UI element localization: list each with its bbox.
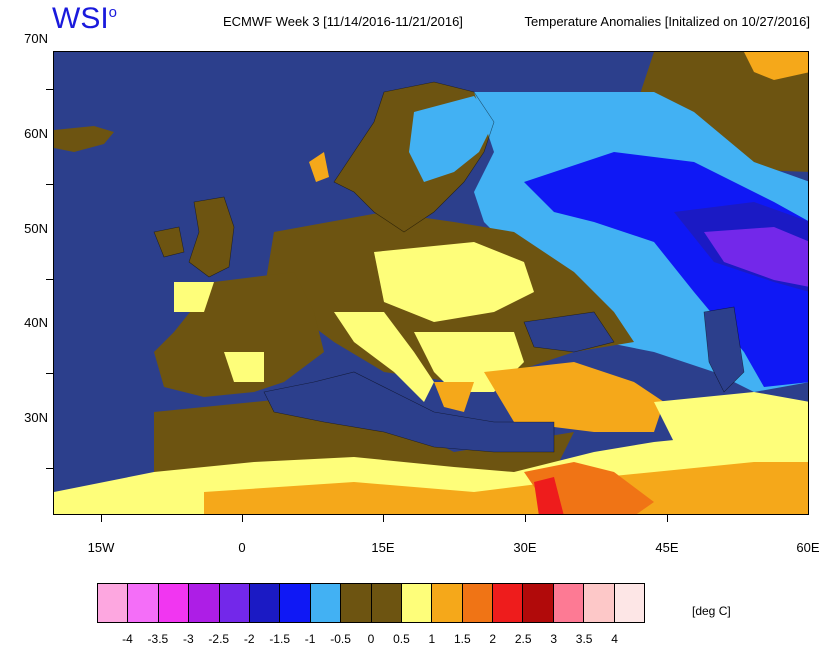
mediterranean-sea	[264, 372, 554, 452]
north-africa-land	[154, 397, 574, 482]
colorbar-label: 1	[428, 632, 436, 646]
black-sea	[524, 312, 614, 352]
italy-warm	[334, 312, 434, 402]
lon-tick	[667, 515, 668, 522]
colorbar-unit: [deg C]	[692, 604, 731, 618]
lat-label-30n: 30N	[24, 410, 48, 425]
colorbar-swatch	[189, 584, 220, 622]
novaya-warm-patch	[744, 52, 808, 80]
lon-tick	[383, 515, 384, 522]
iceland-land	[54, 126, 114, 152]
product-title: Temperature Anomalies [Initalized on 10/…	[524, 14, 810, 29]
lat-tick	[46, 89, 53, 90]
ireland-land	[154, 227, 184, 257]
britain-land	[189, 197, 234, 277]
colorbar-label: 0	[367, 632, 375, 646]
iran-warm	[654, 392, 808, 452]
colorbar-swatch	[553, 584, 585, 622]
coastline-borders	[153, 81, 745, 453]
colorbar-swatch	[523, 584, 554, 622]
colorbar-label: -1	[304, 632, 316, 646]
turkey-warm	[484, 362, 664, 432]
colorbar-swatch	[249, 584, 281, 622]
colorbar-swatch	[371, 584, 402, 622]
lon-label-0: 0	[238, 540, 246, 555]
colorbar-swatch	[280, 584, 311, 622]
colorbar-swatch	[462, 584, 494, 622]
central-europe-warm	[374, 242, 534, 322]
lon-label-30e: 30E	[513, 540, 537, 555]
lat-label-40n: 40N	[24, 315, 48, 330]
colorbar-label: 0.5	[393, 632, 410, 646]
map-canvas	[54, 52, 808, 514]
colorbar-swatch	[98, 584, 129, 622]
colorbar-label: -4	[122, 632, 133, 646]
lon-label-15e: 15E	[371, 540, 395, 555]
egypt-hottest	[534, 477, 564, 514]
model-week-title: ECMWF Week 3 [11/14/2016-11/21/2016]	[223, 14, 463, 29]
scandinavia-cool-patch	[409, 96, 494, 182]
colorbar-swatch	[341, 584, 372, 622]
lat-tick	[46, 279, 53, 280]
colorbar-swatch	[432, 584, 463, 622]
colorbar-swatch	[614, 584, 645, 622]
lat-tick	[46, 468, 53, 469]
colorbar-label: -3.5	[147, 632, 169, 646]
colorbar-swatch	[219, 584, 250, 622]
colorbar-label: 2	[489, 632, 497, 646]
greece-warm	[434, 382, 474, 412]
france-iberia-land	[154, 272, 324, 397]
brittany-warm	[174, 282, 214, 312]
lon-label-60e: 60E	[796, 540, 820, 555]
norway-warm-patch	[309, 152, 329, 182]
lat-tick	[46, 373, 53, 374]
lon-tick	[525, 515, 526, 522]
wsi-logo: WSIo	[52, 2, 118, 35]
colorbar-swatch	[158, 584, 190, 622]
colorbar-label: 4	[611, 632, 618, 646]
colorbar-label: -1.5	[269, 632, 290, 646]
lon-tick	[242, 515, 243, 522]
colorbar-swatch	[128, 584, 159, 622]
lon-label-45e: 45E	[655, 540, 679, 555]
iberia-warm	[224, 352, 264, 382]
colorbar-swatch	[310, 584, 342, 622]
russia-coldest-region	[704, 227, 808, 287]
colorbar-label: -2	[243, 632, 255, 646]
colorbar	[97, 583, 645, 623]
sahara-warmer	[204, 462, 808, 514]
lat-label-50n: 50N	[24, 221, 48, 236]
colorbar-swatch	[401, 584, 433, 622]
colorbar-label: -2.5	[208, 632, 230, 646]
colorbar-label: -3	[182, 632, 194, 646]
caspian-sea	[704, 307, 744, 392]
colorbar-label: -0.5	[330, 632, 351, 646]
colorbar-label: 3.5	[575, 632, 593, 646]
colorbar-label: 1.5	[453, 632, 471, 646]
colorbar-swatch	[584, 584, 615, 622]
colorbar-label: 3	[550, 632, 557, 646]
lon-label-15w: 15W	[87, 540, 115, 555]
lon-tick	[101, 515, 102, 522]
colorbar-label: 2.5	[514, 632, 532, 646]
lat-label-60n: 60N	[24, 126, 48, 141]
lat-tick	[46, 184, 53, 185]
anomaly-map	[53, 51, 809, 515]
lat-label-70n: 70N	[24, 31, 48, 46]
colorbar-swatch	[493, 584, 524, 622]
